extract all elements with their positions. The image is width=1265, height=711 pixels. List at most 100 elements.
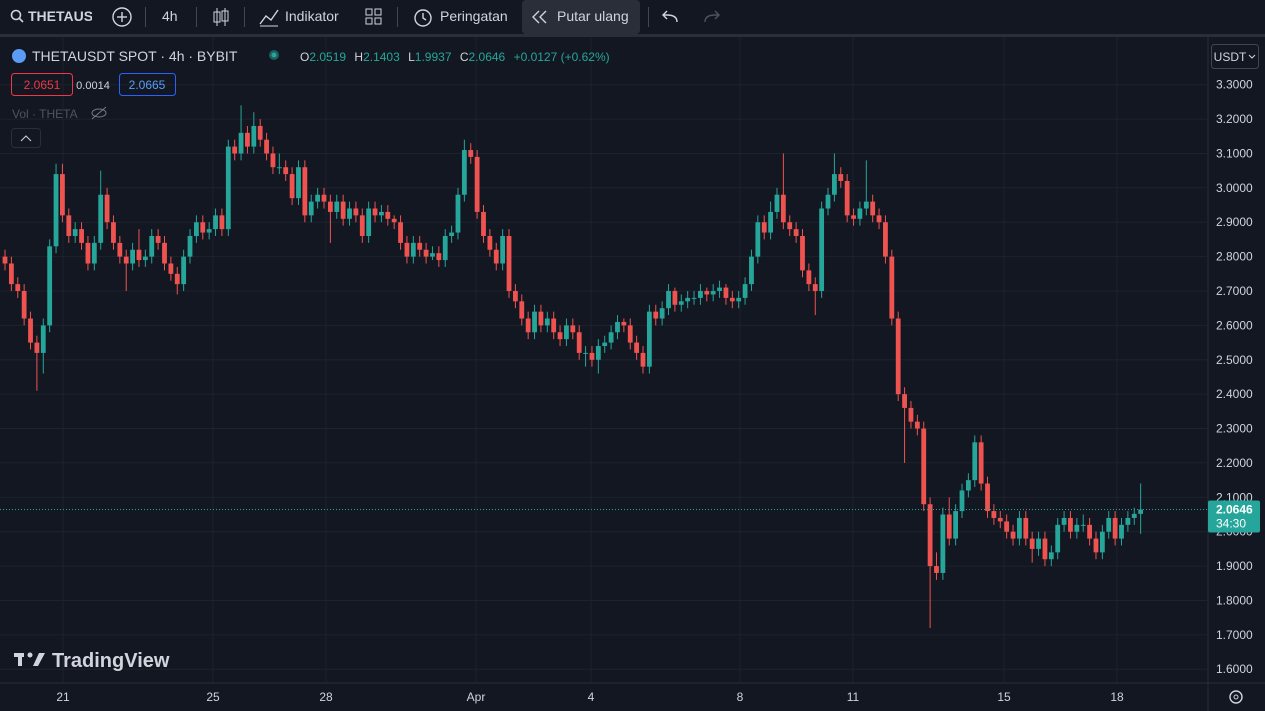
candle-body bbox=[557, 332, 563, 340]
candle-body bbox=[423, 249, 429, 257]
symbol-search[interactable]: THETAUS bbox=[28, 8, 92, 24]
ohlc-value: 2.1403 bbox=[363, 50, 400, 64]
candle-body bbox=[946, 514, 952, 539]
search-icon bbox=[10, 9, 24, 23]
ohlc-label: C bbox=[460, 50, 469, 64]
overlay: THETAUSDT SPOT · 4h · BYBIT O2.0519 H2.1… bbox=[11, 44, 1260, 704]
candle-body bbox=[430, 253, 435, 257]
layouts-button[interactable] bbox=[364, 7, 384, 27]
candle-body bbox=[270, 153, 276, 168]
alerts-icon bbox=[414, 9, 432, 27]
separator bbox=[196, 7, 197, 27]
candle-body bbox=[85, 242, 91, 264]
candle-body bbox=[136, 249, 142, 261]
sell-button[interactable] bbox=[11, 73, 73, 96]
candle-body bbox=[232, 146, 238, 154]
candle-body bbox=[1087, 524, 1092, 539]
candle-body bbox=[965, 480, 971, 491]
candle-body bbox=[640, 352, 646, 367]
candle-body bbox=[1106, 517, 1112, 532]
chart-area: THETAUSDT SPOT · 4h · BYBIT O2.0519 H2.1… bbox=[0, 37, 1265, 711]
spread: 0.0014 bbox=[76, 80, 110, 92]
currency-caret bbox=[1248, 54, 1256, 59]
candle-body bbox=[245, 132, 250, 147]
replay-button[interactable]: Putar ulang bbox=[557, 8, 629, 24]
interval-button[interactable]: 4h bbox=[162, 8, 178, 24]
change-value: +0.0127 (+0.62%) bbox=[514, 50, 610, 64]
candle-body bbox=[1080, 524, 1086, 526]
y-tick-label: 3.1000 bbox=[1216, 146, 1253, 160]
candle-body bbox=[857, 208, 863, 219]
toolbar: THETAUS 4h Indikator Peringatan Putar ul… bbox=[0, 0, 1265, 37]
alerts-button[interactable]: Peringatan bbox=[440, 8, 508, 24]
currency-button[interactable] bbox=[1211, 44, 1259, 69]
x-tick-label: 8 bbox=[737, 690, 744, 704]
ohlc-value: 1.9937 bbox=[415, 50, 452, 64]
candle-body bbox=[436, 253, 442, 261]
candle-body bbox=[238, 132, 244, 154]
brand-name: TradingView bbox=[52, 650, 170, 672]
candle-body bbox=[710, 291, 716, 295]
candle-body bbox=[8, 263, 14, 285]
y-tick-label: 1.7000 bbox=[1216, 628, 1253, 642]
buy-button[interactable] bbox=[119, 73, 176, 96]
x-tick-label: 21 bbox=[56, 690, 70, 704]
indicators-button[interactable]: Indikator bbox=[285, 8, 339, 24]
redo-button[interactable] bbox=[702, 9, 720, 25]
candle-body bbox=[366, 208, 372, 236]
add-symbol[interactable] bbox=[111, 6, 133, 28]
candle-body bbox=[685, 297, 691, 302]
candle-body bbox=[487, 235, 493, 250]
separator bbox=[244, 7, 245, 27]
candle-body bbox=[391, 218, 397, 223]
ohlc-label: H bbox=[354, 50, 363, 64]
candle-body bbox=[1061, 517, 1067, 525]
candle-body bbox=[264, 139, 269, 154]
y-tick-label: 2.2000 bbox=[1216, 456, 1253, 470]
candle-body bbox=[251, 125, 257, 147]
undo-button[interactable] bbox=[662, 9, 680, 25]
candle-body bbox=[761, 222, 767, 233]
candle-body bbox=[334, 201, 340, 212]
candle-body bbox=[1093, 538, 1099, 553]
y-tick-label: 3.0000 bbox=[1216, 181, 1253, 195]
candle-body bbox=[372, 208, 378, 216]
candle-body bbox=[513, 291, 518, 302]
candle-body bbox=[698, 291, 703, 298]
candle-body bbox=[72, 229, 78, 236]
candle-body bbox=[117, 242, 123, 257]
last-price-tag bbox=[1208, 500, 1260, 533]
candle-body bbox=[870, 201, 876, 216]
candle-body bbox=[315, 194, 321, 202]
candle-body bbox=[1017, 517, 1022, 539]
collapse-legend[interactable] bbox=[11, 128, 41, 148]
candle-body bbox=[583, 352, 588, 354]
candle-body bbox=[1042, 538, 1048, 560]
candle-body bbox=[398, 222, 403, 243]
y-tick-label: 1.9000 bbox=[1216, 559, 1253, 573]
candle-body bbox=[551, 318, 557, 333]
candle-body bbox=[678, 301, 684, 305]
candle-body bbox=[544, 318, 550, 326]
candle-body bbox=[302, 167, 308, 216]
candle-body bbox=[959, 490, 965, 512]
chart-type-button[interactable] bbox=[211, 6, 231, 28]
y-tick-label: 2.5000 bbox=[1216, 353, 1253, 367]
candle-body bbox=[602, 342, 608, 347]
candle-body bbox=[972, 442, 978, 481]
candle-body bbox=[66, 215, 72, 236]
candle-body bbox=[321, 194, 327, 202]
candle-body bbox=[455, 194, 461, 233]
settings-button[interactable] bbox=[1229, 690, 1243, 704]
candle-body bbox=[666, 291, 671, 309]
candle-body bbox=[417, 242, 423, 250]
candle-body bbox=[1119, 524, 1124, 539]
candle-body bbox=[800, 235, 805, 271]
bid-price: 2.0651 bbox=[24, 78, 61, 92]
candle-body bbox=[985, 483, 990, 512]
candle-body bbox=[704, 291, 710, 295]
hide-volume[interactable] bbox=[91, 106, 107, 120]
separator bbox=[145, 7, 146, 27]
candle-body bbox=[1138, 509, 1144, 514]
candle-body bbox=[194, 222, 199, 236]
